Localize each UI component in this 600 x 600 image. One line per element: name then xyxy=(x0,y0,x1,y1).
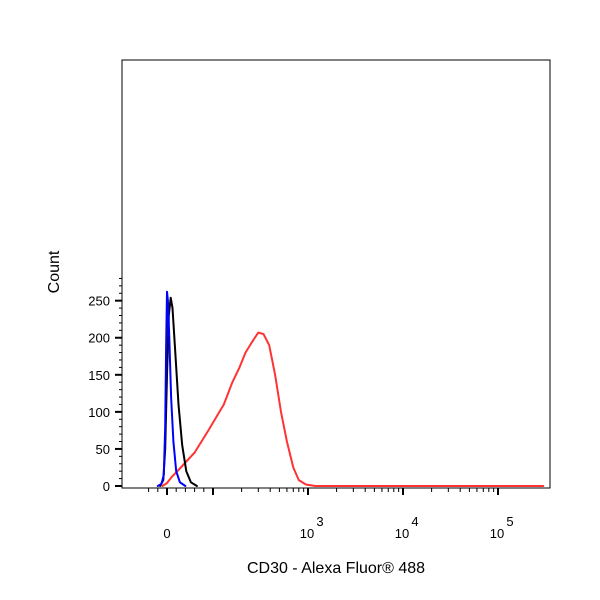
y-tick-label: 50 xyxy=(96,442,110,457)
y-tick-label: 150 xyxy=(88,368,110,383)
y-tick-label: 0 xyxy=(103,479,110,494)
y-tick-label: 200 xyxy=(88,331,110,346)
series-line-red xyxy=(161,331,545,487)
y-axis-title: Count xyxy=(46,250,63,293)
x-tick-label-exponent: 3 xyxy=(316,514,323,529)
series-layer xyxy=(156,290,545,487)
series-line-blue xyxy=(156,290,187,487)
x-tick-label-base: 10 xyxy=(395,526,409,541)
y-tick-label: 250 xyxy=(88,294,110,309)
x-tick-label: 103 xyxy=(300,514,324,541)
x-tick-label-base: 10 xyxy=(490,526,504,541)
x-axis-title: CD30 - Alexa Fluor® 488 xyxy=(247,560,425,577)
y-tick-label: 100 xyxy=(88,405,110,420)
x-tick-label-base: 10 xyxy=(300,526,314,541)
x-tick-label-exponent: 4 xyxy=(411,514,418,529)
x-tick-label: 105 xyxy=(490,514,514,541)
x-tick-label: 104 xyxy=(395,514,419,541)
y-axis: 0 50 100 150 200 250 xyxy=(88,277,122,494)
x-tick-label-base: 0 xyxy=(163,526,170,541)
x-tick-label-exponent: 5 xyxy=(506,514,513,529)
x-tick-label: 0 xyxy=(163,526,170,541)
plot-frame xyxy=(121,59,551,489)
